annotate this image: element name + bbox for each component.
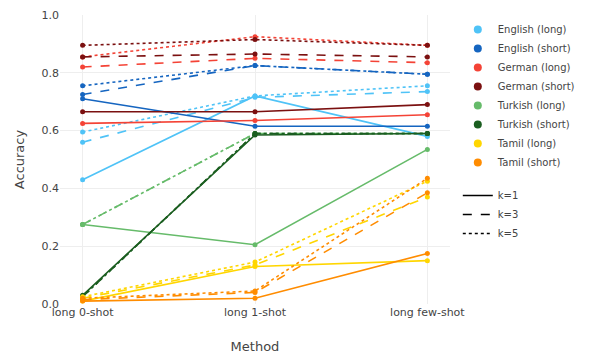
svg-text:long few-shot: long few-shot bbox=[390, 306, 465, 319]
svg-text:k=5: k=5 bbox=[498, 228, 519, 239]
svg-text:Tamil (long): Tamil (long) bbox=[497, 138, 557, 149]
svg-text:0.8: 0.8 bbox=[42, 67, 60, 80]
svg-text:0.2: 0.2 bbox=[42, 240, 60, 253]
svg-text:English (short): English (short) bbox=[498, 43, 571, 54]
svg-text:Accuracy: Accuracy bbox=[12, 130, 27, 190]
svg-text:0.4: 0.4 bbox=[42, 182, 60, 195]
svg-text:German (long): German (long) bbox=[498, 62, 571, 73]
svg-text:0.0: 0.0 bbox=[42, 298, 60, 311]
svg-text:k=3: k=3 bbox=[498, 209, 519, 220]
svg-text:k=1: k=1 bbox=[498, 190, 519, 201]
svg-text:Turkish (long): Turkish (long) bbox=[497, 100, 566, 111]
svg-text:German (short): German (short) bbox=[498, 81, 575, 92]
svg-text:English (long): English (long) bbox=[498, 24, 567, 35]
svg-text:long 1-shot: long 1-shot bbox=[224, 306, 287, 319]
svg-text:Turkish (short): Turkish (short) bbox=[497, 119, 570, 130]
svg-text:0.6: 0.6 bbox=[42, 124, 60, 137]
svg-text:1.0: 1.0 bbox=[42, 9, 60, 22]
svg-text:long 0-shot: long 0-shot bbox=[52, 306, 115, 319]
svg-text:Tamil (short): Tamil (short) bbox=[497, 157, 561, 168]
svg-text:Method: Method bbox=[231, 339, 280, 354]
